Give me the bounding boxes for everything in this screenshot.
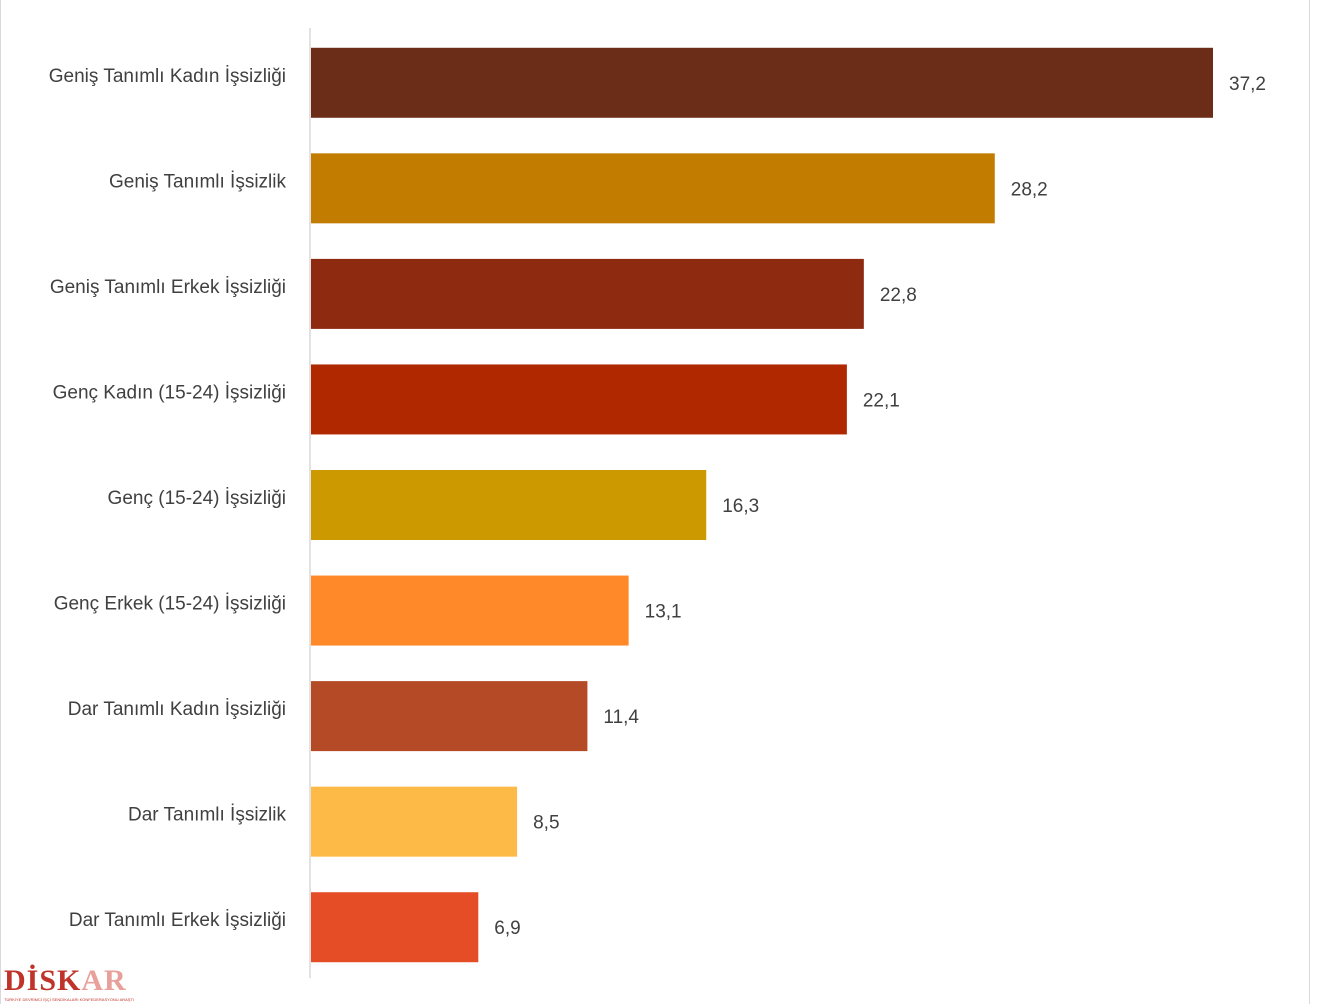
bar — [311, 470, 707, 540]
diskar-logo: DİSKAR TÜRKİYE DEVRİMCİ İŞÇİ SENDİKALARI… — [4, 964, 134, 1002]
category-label: Geniş Tanımlı Erkek İşsizliği — [50, 277, 286, 298]
bar — [311, 786, 518, 857]
bar — [311, 892, 479, 963]
logo-wordmark: DİSKAR — [4, 964, 127, 997]
bar — [311, 47, 1213, 118]
data-label: 16,3 — [722, 496, 759, 517]
data-label: 28,2 — [1011, 179, 1048, 200]
data-label: 6,9 — [494, 918, 520, 939]
data-label: 22,1 — [863, 390, 900, 411]
category-label: Genç Erkek (15-24) İşsizliği — [54, 594, 286, 615]
value-labels-group: 37,2 28,2 22,8 22,1 16,3 13,1 11,4 8,5 6,9 — [494, 74, 1266, 939]
bars-group — [311, 47, 1213, 963]
bar — [311, 153, 995, 224]
data-label: 37,2 — [1229, 74, 1266, 95]
data-label: 22,8 — [880, 285, 917, 306]
category-label: Geniş Tanımlı Kadın İşsizliği — [49, 66, 286, 87]
data-label: 13,1 — [645, 602, 682, 623]
category-label: Genç Kadın (15-24) İşsizliği — [53, 382, 286, 403]
category-label: Genç (15-24) İşsizliği — [108, 488, 286, 509]
bar — [311, 681, 588, 752]
data-label: 11,4 — [603, 707, 639, 728]
category-labels-group: Geniş Tanımlı Kadın İşsizliği Geniş Tanım… — [49, 66, 287, 931]
bar — [311, 364, 847, 435]
category-label: Geniş Tanımlı İşsizlik — [109, 171, 287, 192]
category-label: Dar Tanımlı Erkek İşsizliği — [69, 910, 286, 931]
bar — [311, 258, 864, 329]
bar — [311, 575, 629, 646]
category-label: Dar Tanımlı Kadın İşsizliği — [68, 699, 286, 720]
category-label: Dar Tanımlı İşsizlik — [128, 805, 287, 826]
data-label: 8,5 — [533, 813, 559, 834]
logo-subtext: TÜRKİYE DEVRİMCİ İŞÇİ SENDİKALARI KONFED… — [4, 997, 134, 1002]
